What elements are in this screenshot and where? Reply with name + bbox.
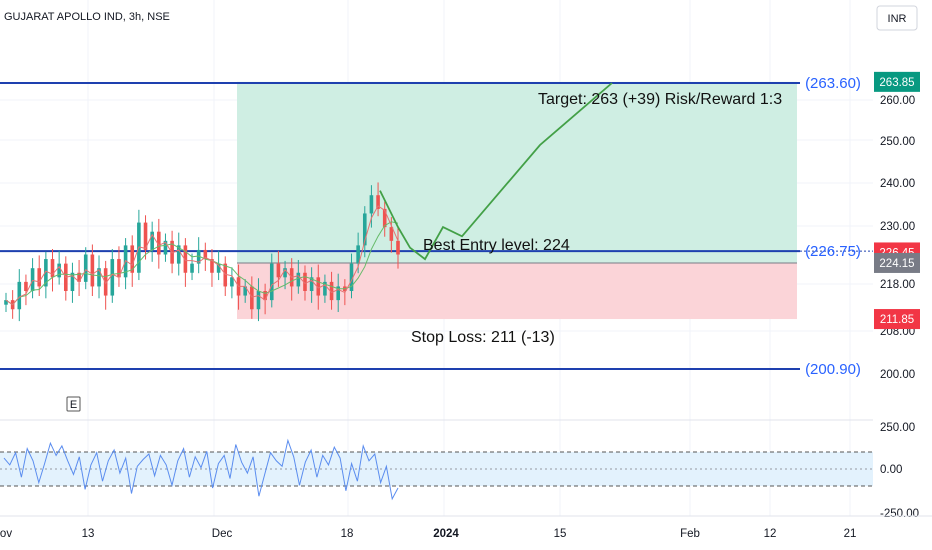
- candle-body: [243, 286, 247, 296]
- oscillator-tick-label: -250.00: [880, 508, 919, 520]
- time-tick-label: ov: [0, 528, 12, 540]
- price-tick-label: 240.00: [880, 178, 915, 190]
- candle-body: [389, 227, 394, 241]
- time-tick-label: 18: [341, 528, 354, 540]
- price-axis: 260.00250.00240.00230.00218.00208.00200.…: [880, 95, 915, 381]
- candle-body: [216, 263, 221, 273]
- candle-body: [196, 249, 201, 264]
- candle-body: [283, 268, 287, 278]
- candle-body: [362, 213, 367, 246]
- candle-body: [269, 263, 274, 301]
- oscillator-line: [3, 438, 399, 501]
- oscillator-tick-label: 0.00: [880, 464, 902, 476]
- candle-body: [316, 277, 321, 296]
- candle-body: [83, 254, 88, 282]
- currency-button[interactable]: [876, 5, 918, 31]
- candle-body: [336, 286, 341, 301]
- candle-body: [176, 245, 181, 264]
- moving-average-slow: [5, 221, 399, 306]
- candle-body: [130, 245, 135, 273]
- candle-body: [70, 272, 75, 291]
- candle-body: [263, 291, 267, 301]
- candle-body: [97, 268, 101, 287]
- candle-body: [303, 272, 307, 291]
- time-tick-label: Feb: [680, 528, 700, 540]
- time-tick-label: 13: [82, 528, 95, 540]
- time-tick-label: 2024: [433, 528, 459, 540]
- candle-body: [382, 208, 387, 228]
- candle-body: [163, 240, 168, 255]
- candle-body: [296, 272, 301, 287]
- candle-body: [210, 259, 214, 273]
- entry-annotation: Best Entry level: 224: [423, 237, 570, 254]
- candle-body: [117, 259, 121, 278]
- projection-path: [379, 82, 613, 261]
- time-tick-label: 21: [844, 528, 857, 540]
- earnings-marker[interactable]: [66, 396, 81, 412]
- candle-body: [103, 268, 108, 296]
- price-badge-target: [874, 71, 920, 92]
- candle-body: [57, 263, 61, 278]
- candle-body: [4, 300, 8, 305]
- stop-zone: [237, 262, 797, 320]
- price-tick-label: 230.00: [880, 221, 915, 233]
- symbol-title: GUJARAT APOLLO IND, 3h, NSE: [4, 11, 170, 23]
- candle-body: [77, 272, 81, 282]
- candle-body: [24, 281, 28, 291]
- candle-body: [356, 245, 360, 264]
- candle-body: [309, 277, 314, 291]
- candle-body: [369, 195, 374, 214]
- candle-body: [276, 263, 281, 278]
- candle-body: [30, 268, 35, 291]
- price-badge-label: 224.15: [879, 258, 914, 270]
- candle-body: [143, 222, 148, 250]
- price-tick-label: 218.00: [880, 279, 915, 291]
- candle-body: [110, 259, 115, 296]
- candle-body: [223, 263, 228, 287]
- currency-label: INR: [888, 13, 907, 25]
- level-labels: (263.60) (226.75) (200.90): [805, 75, 861, 378]
- price-tick-label: 200.00: [880, 369, 915, 381]
- candle-body: [37, 268, 42, 287]
- candle-body: [396, 240, 400, 255]
- candle-body: [150, 231, 154, 250]
- time-tick-label: 12: [764, 528, 777, 540]
- price-badge-label: 263.85: [879, 77, 914, 89]
- moving-average-fast: [5, 205, 399, 306]
- oscillator-tick-label: 250.00: [880, 422, 915, 434]
- price-badge-label: 211.85: [880, 314, 914, 326]
- target-annotation: Target: 263 (+39) Risk/Reward 1:3: [538, 91, 782, 108]
- candle-body: [256, 291, 261, 310]
- price-tick-label: 260.00: [880, 95, 915, 107]
- candle-body: [17, 281, 22, 310]
- time-tick-label: 15: [554, 528, 567, 540]
- candle-body: [329, 281, 334, 301]
- price-badge-stop: [874, 309, 920, 330]
- candle-body: [183, 245, 188, 273]
- level-label: (200.90): [805, 361, 861, 378]
- level-label: (226.75): [805, 243, 861, 260]
- price-badge-entry: [874, 252, 920, 273]
- candle-body: [230, 277, 234, 287]
- time-tick-label: Dec: [212, 528, 233, 540]
- candle-body: [44, 259, 48, 287]
- candle-body: [50, 259, 55, 278]
- oscillator-axis: 250.00 0.00 -250.00: [880, 422, 919, 520]
- candle-body: [323, 281, 327, 296]
- time-axis: ov 13 Dec 18 2024 15 Feb 12 21: [0, 528, 856, 540]
- earnings-marker-label: E: [70, 399, 77, 411]
- level-label: (263.60): [805, 75, 861, 92]
- candle-body: [203, 249, 208, 260]
- candle-body: [376, 195, 380, 209]
- price-tick-label: 250.00: [880, 136, 915, 148]
- candle-body: [90, 254, 95, 287]
- candle-body: [349, 263, 354, 291]
- candle-body: [190, 263, 194, 273]
- candle-body: [157, 231, 161, 255]
- stop-annotation: Stop Loss: 211 (-13): [411, 329, 555, 346]
- candle-body: [250, 286, 254, 310]
